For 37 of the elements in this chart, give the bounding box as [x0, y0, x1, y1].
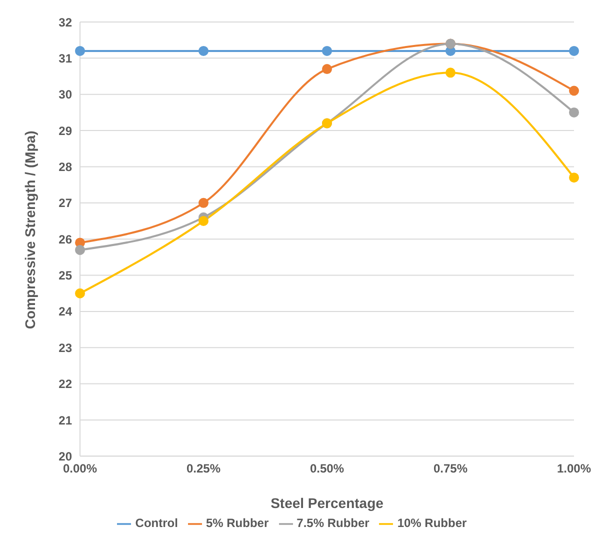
point [322, 64, 332, 74]
y-tick-label: 25 [58, 268, 72, 283]
x-tick-label: 1.00% [556, 462, 592, 476]
y-tick-label: 24 [58, 304, 72, 319]
y-tick-label: 20 [58, 449, 72, 464]
point [322, 46, 332, 56]
point [75, 288, 85, 298]
legend-label: 5% Rubber [206, 516, 269, 530]
point [198, 46, 208, 56]
point [75, 244, 85, 255]
y-tick-label: 32 [58, 15, 72, 30]
y-tick-label: 30 [58, 88, 72, 102]
legend-label: 10% Rubber [397, 516, 467, 530]
point [446, 68, 456, 78]
y-tick-label: 29 [58, 124, 72, 138]
point [569, 46, 579, 56]
point [569, 172, 579, 183]
point [198, 198, 208, 208]
point [569, 86, 579, 96]
y-tick-label: 31 [58, 51, 72, 66]
x-tick-label: 0.00% [62, 462, 98, 476]
point [198, 216, 208, 226]
x-tick-label: 0.25% [186, 462, 221, 476]
y-tick-label: 21 [58, 413, 72, 428]
y-tick-label: 26 [58, 232, 72, 246]
x-tick-label: 0.50% [310, 462, 344, 476]
x-tick-label: 0.75% [433, 462, 468, 476]
x-axis-title: Steel Percentage [270, 495, 384, 512]
point [569, 107, 579, 118]
y-tick-label: 27 [58, 196, 72, 210]
legend-label: 7.5% Rubber [296, 516, 370, 530]
y-tick-label: 28 [58, 160, 72, 174]
y-tick-label: 23 [58, 340, 72, 355]
y-tick-label: 22 [58, 377, 72, 392]
legend-label: Control [135, 516, 178, 530]
y-axis-title: Compressive Strength / (Mpa) [22, 130, 38, 330]
point [75, 46, 85, 56]
